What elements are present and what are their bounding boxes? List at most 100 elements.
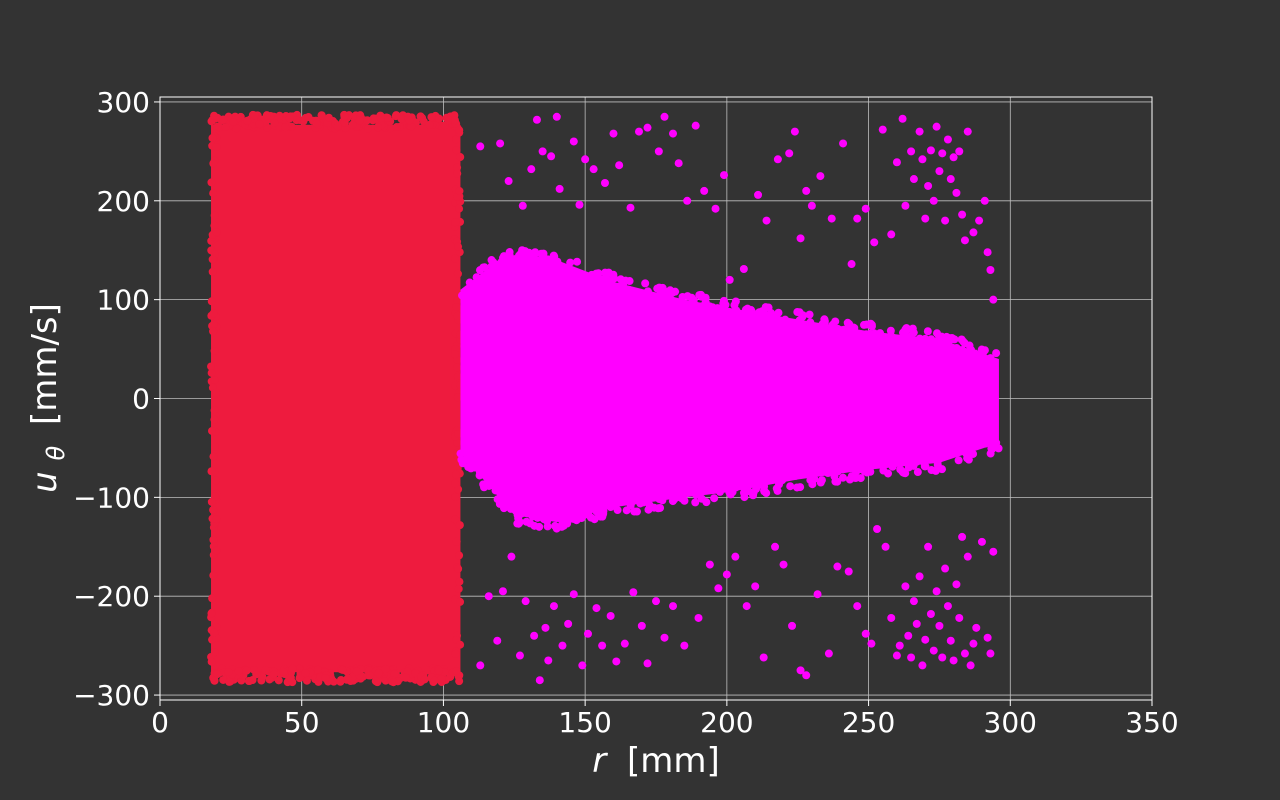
- x-axis-label: r [mm]: [592, 741, 720, 781]
- series-2-point: [615, 161, 623, 169]
- series-2-point: [506, 248, 514, 256]
- y-tick-label: 300: [97, 86, 150, 119]
- series-1-point: [224, 668, 232, 676]
- series-2-point: [643, 124, 651, 132]
- series-2-point: [471, 463, 479, 471]
- series-2-point: [824, 469, 832, 477]
- series-2-point: [742, 314, 750, 322]
- series-2-point: [669, 299, 677, 307]
- series-1-point: [431, 677, 439, 685]
- series-1-point: [452, 303, 460, 311]
- series-2-point: [963, 454, 971, 462]
- series-2-point: [942, 343, 950, 351]
- y-tick-label: −200: [73, 580, 150, 613]
- series-1-point: [210, 112, 218, 120]
- series-1-point: [213, 143, 221, 151]
- series-2-point: [887, 230, 895, 238]
- series-1-point: [249, 676, 257, 684]
- series-2-point: [644, 287, 652, 295]
- series-1-point: [251, 111, 259, 119]
- series-2-point: [935, 167, 943, 175]
- series-1-point: [212, 389, 220, 397]
- series-1-point: [212, 515, 220, 523]
- series-2-point: [522, 597, 530, 605]
- series-1-point: [222, 123, 230, 131]
- series-1-point: [453, 364, 461, 372]
- series-1-point: [454, 243, 462, 251]
- series-1-point: [453, 538, 461, 546]
- series-2-point: [898, 467, 906, 475]
- series-1-point: [243, 667, 251, 675]
- series-1-point: [451, 218, 459, 226]
- series-2-point: [751, 582, 759, 590]
- series-2-point: [534, 258, 542, 266]
- series-2-point: [796, 483, 804, 491]
- series-2-point: [893, 652, 901, 660]
- series-2-point: [879, 467, 887, 475]
- series-2-point: [787, 471, 795, 479]
- series-2-point: [598, 642, 606, 650]
- series-2-point: [655, 147, 663, 155]
- series-2-point: [910, 329, 918, 337]
- series-2-point: [810, 475, 818, 483]
- series-2-point: [570, 590, 578, 598]
- series-1-point: [455, 205, 463, 213]
- series-2-point: [670, 495, 678, 503]
- series-2-point: [834, 467, 842, 475]
- series-2-point: [488, 271, 496, 279]
- series-1-point: [382, 665, 390, 673]
- series-1-point: [209, 506, 217, 514]
- series-2-point: [482, 481, 490, 489]
- series-2-point: [553, 113, 561, 121]
- series-1-point: [211, 677, 219, 685]
- series-2-point: [773, 485, 781, 493]
- series-1-point: [435, 667, 443, 675]
- series-1-point: [219, 116, 227, 124]
- series-1-point: [313, 120, 321, 128]
- series-2-point: [906, 462, 914, 470]
- series-2-point: [801, 467, 809, 475]
- series-1-point: [208, 369, 216, 377]
- series-1-point: [455, 677, 463, 685]
- series-2-point: [609, 130, 617, 138]
- series-2-point: [518, 246, 526, 254]
- series-2-point: [955, 147, 963, 155]
- series-2-point: [938, 465, 946, 473]
- series-2-point: [636, 498, 644, 506]
- series-2-point: [954, 448, 962, 456]
- series-2-point: [820, 315, 828, 323]
- series-2-point: [712, 205, 720, 213]
- series-2-point: [933, 587, 941, 595]
- series-2-point: [689, 301, 697, 309]
- series-1-point: [211, 211, 219, 219]
- series-2-point: [921, 636, 929, 644]
- series-2-point: [927, 466, 935, 474]
- series-2-point: [918, 661, 926, 669]
- series-2-point: [967, 661, 975, 669]
- series-2-point: [758, 307, 766, 315]
- series-1-point: [208, 134, 216, 142]
- series-1-point: [344, 674, 352, 682]
- series-2-point: [944, 602, 952, 610]
- series-2-point: [493, 484, 501, 492]
- series-2-point: [723, 570, 731, 578]
- series-2-point: [578, 661, 586, 669]
- series-2-point: [652, 597, 660, 605]
- series-2-point: [921, 215, 929, 223]
- series-1-point: [451, 479, 459, 487]
- series-1-point: [208, 658, 216, 666]
- x-tick-label: 250: [842, 706, 895, 739]
- series-1-point: [437, 675, 445, 683]
- series-2-point: [927, 146, 935, 154]
- series-2-point: [992, 349, 1000, 357]
- series-1-point: [325, 114, 333, 122]
- series-2-point: [692, 491, 700, 499]
- series-1-point: [375, 669, 383, 677]
- series-2-point: [623, 506, 631, 514]
- series-1-point: [207, 467, 215, 475]
- series-2-point: [573, 516, 581, 524]
- series-1-point: [261, 666, 269, 674]
- series-2-point: [825, 650, 833, 658]
- series-2-point: [969, 640, 977, 648]
- series-2-point: [935, 333, 943, 341]
